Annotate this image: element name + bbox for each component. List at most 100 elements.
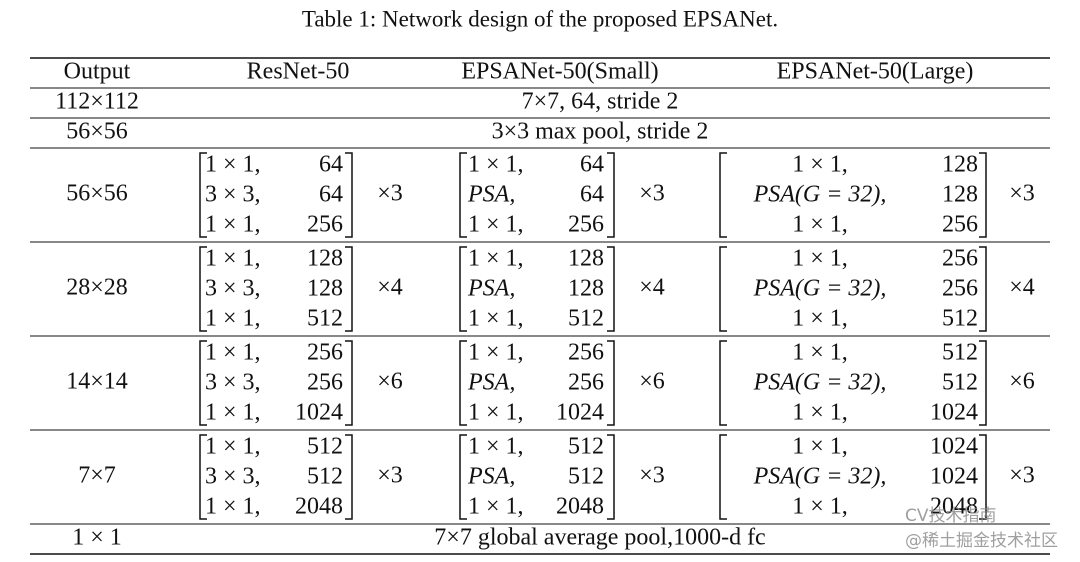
layer-op: 1 × 1, — [205, 152, 261, 178]
layer-channels: 256 — [568, 340, 604, 366]
header-cell: Output — [64, 59, 131, 85]
right-bracket — [979, 152, 987, 238]
left-bracket — [459, 152, 467, 238]
layer-op: 1 × 1, — [205, 212, 261, 238]
repeat-count: ×4 — [1009, 275, 1035, 301]
layer-channels: 1024 — [556, 400, 604, 426]
layer-channels: 512 — [942, 370, 978, 396]
layer-op: 1 × 1, — [792, 212, 848, 238]
right-bracket — [607, 152, 615, 238]
layer-channels: 256 — [942, 246, 978, 272]
output-cell: 1 × 1 — [72, 525, 122, 551]
layer-channels: 64 — [319, 182, 343, 208]
layer-channels: 128 — [307, 276, 343, 302]
layer-op: 1 × 1, — [792, 340, 848, 366]
layer-op: PSA(G = 32), — [753, 464, 887, 490]
layer-channels: 64 — [580, 152, 604, 178]
layer-op: 1 × 1, — [468, 152, 524, 178]
layer-channels: 512 — [568, 306, 604, 332]
layer-op: 1 × 1, — [792, 246, 848, 272]
layer-op: 1 × 1, — [468, 306, 524, 332]
layer-op: 1 × 1, — [468, 340, 524, 366]
layer-op: PSA(G = 32), — [753, 370, 887, 396]
repeat-count: ×6 — [377, 369, 403, 395]
layer-op: 1 × 1, — [468, 400, 524, 426]
right-bracket — [345, 152, 353, 238]
output-cell: 56×56 — [66, 119, 128, 145]
header-cell: EPSANet-50(Small) — [461, 59, 658, 85]
layer-channels: 512 — [307, 434, 343, 460]
layer-channels: 512 — [307, 306, 343, 332]
layer-channels: 128 — [568, 276, 604, 302]
right-bracket — [345, 434, 353, 520]
layer-channels: 512 — [568, 464, 604, 490]
output-cell: 7×7 — [78, 463, 116, 489]
output-cell: 112×112 — [55, 89, 139, 115]
layer-channels: 256 — [307, 212, 343, 238]
left-bracket — [719, 340, 727, 426]
left-bracket — [459, 246, 467, 332]
layer-op: 3 × 3, — [205, 182, 261, 208]
layer-channels: 512 — [942, 340, 978, 366]
output-cell: 14×14 — [66, 369, 128, 395]
layer-channels: 256 — [942, 212, 978, 238]
right-bracket — [979, 340, 987, 426]
layer-channels: 128 — [568, 246, 604, 272]
output-cell: 28×28 — [66, 275, 128, 301]
repeat-count: ×3 — [639, 181, 665, 207]
layer-op: 1 × 1, — [792, 400, 848, 426]
layer-op: 1 × 1, — [205, 306, 261, 332]
layer-op: 1 × 1, — [792, 494, 848, 520]
layer-op: 1 × 1, — [205, 434, 261, 460]
layer-op: 1 × 1, — [468, 246, 524, 272]
layer-channels: 2048 — [295, 494, 343, 520]
layer-channels: 512 — [568, 434, 604, 460]
right-bracket — [607, 340, 615, 426]
right-bracket — [345, 340, 353, 426]
layer-channels: 256 — [568, 212, 604, 238]
layer-channels: 256 — [307, 370, 343, 396]
layer-op: 1 × 1, — [205, 400, 261, 426]
layer-op: 1 × 1, — [468, 494, 524, 520]
layer-op: PSA(G = 32), — [753, 276, 887, 302]
layer-channels: 1024 — [930, 400, 978, 426]
right-bracket — [979, 246, 987, 332]
repeat-count: ×6 — [639, 369, 665, 395]
layer-op: PSA(G = 32), — [753, 182, 887, 208]
layer-channels: 2048 — [556, 494, 604, 520]
left-bracket — [199, 152, 207, 238]
repeat-count: ×4 — [639, 275, 665, 301]
left-bracket — [459, 340, 467, 426]
layer-op: 3 × 3, — [205, 464, 261, 490]
layer-channels: 1024 — [930, 434, 978, 460]
layer-channels: 256 — [307, 340, 343, 366]
watermark: @稀土掘金技术社区 — [905, 531, 1058, 551]
left-bracket — [199, 246, 207, 332]
layer-op: 1 × 1, — [205, 494, 261, 520]
span-cell: 3×3 max pool, stride 2 — [492, 119, 709, 145]
layer-op: 3 × 3, — [205, 370, 261, 396]
layer-op: PSA, — [467, 464, 515, 490]
layer-op: 1 × 1, — [205, 246, 261, 272]
layer-channels: 256 — [942, 276, 978, 302]
layer-channels: 1024 — [930, 464, 978, 490]
header-cell: EPSANet-50(Large) — [777, 59, 974, 85]
layer-op: 1 × 1, — [792, 306, 848, 332]
layer-op: 1 × 1, — [205, 340, 261, 366]
left-bracket — [719, 434, 727, 520]
span-cell: 7×7 global average pool,1000-d fc — [434, 525, 765, 551]
repeat-count: ×3 — [377, 463, 403, 489]
layer-channels: 2048 — [930, 494, 978, 520]
layer-channels: 64 — [580, 182, 604, 208]
right-bracket — [345, 246, 353, 332]
repeat-count: ×3 — [639, 463, 665, 489]
left-bracket — [719, 152, 727, 238]
layer-channels: 512 — [942, 306, 978, 332]
layer-op: PSA, — [467, 276, 515, 302]
left-bracket — [199, 434, 207, 520]
layer-op: 1 × 1, — [468, 434, 524, 460]
layer-channels: 128 — [307, 246, 343, 272]
layer-op: 1 × 1, — [792, 434, 848, 460]
layer-channels: 128 — [942, 182, 978, 208]
